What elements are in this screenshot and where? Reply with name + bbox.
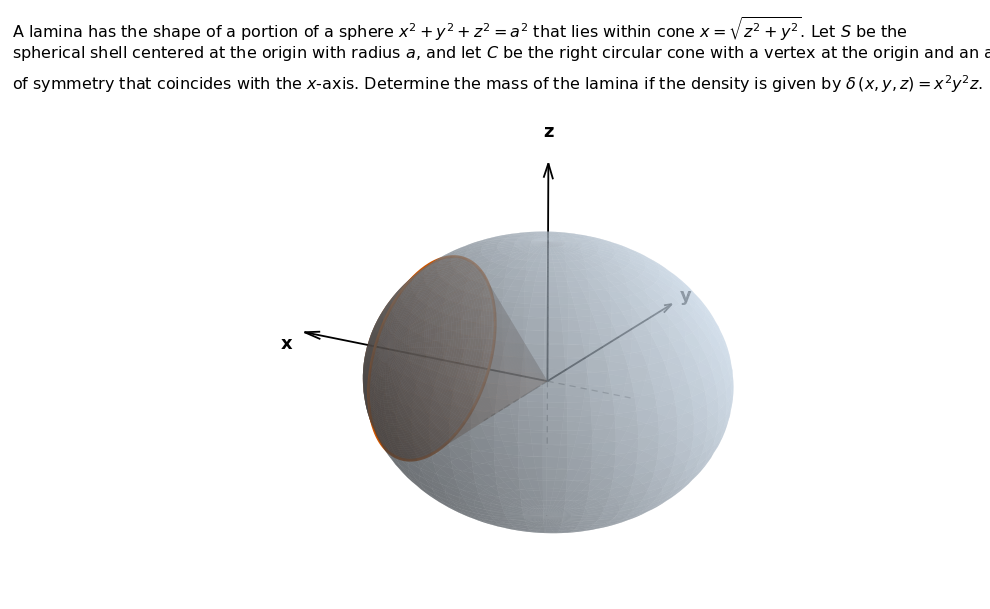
Text: A lamina has the shape of a portion of a sphere $x^2 + y^2 + z^2 = a^2$ that lie: A lamina has the shape of a portion of a… [12, 15, 908, 43]
Text: spherical shell centered at the origin with radius $a$, and let $C$ be the right: spherical shell centered at the origin w… [12, 44, 990, 63]
Text: of symmetry that coincides with the $x$-axis. Determine the mass of the lamina i: of symmetry that coincides with the $x$-… [12, 74, 983, 96]
